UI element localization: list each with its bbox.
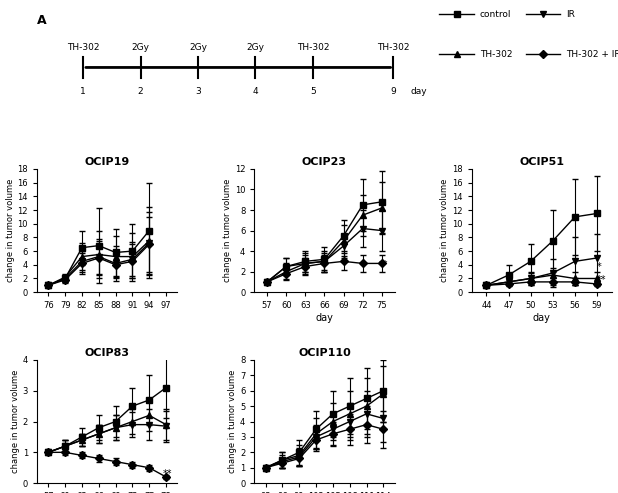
Text: 1: 1 [80,87,86,96]
Text: TH-302: TH-302 [377,42,410,51]
Text: day: day [410,87,427,96]
Title: OCIP23: OCIP23 [302,157,347,167]
Text: TH-302: TH-302 [480,50,512,59]
Text: 2Gy: 2Gy [132,42,150,51]
X-axis label: day: day [316,313,333,323]
Y-axis label: change in tumor volume: change in tumor volume [223,179,232,282]
Text: TH-302 + IR: TH-302 + IR [566,50,618,59]
Text: **: ** [379,260,388,270]
Y-axis label: change in tumor volume: change in tumor volume [228,370,237,473]
Text: 9: 9 [391,87,396,96]
Text: 4: 4 [253,87,258,96]
X-axis label: day: day [533,313,551,323]
Y-axis label: change in tumor volume: change in tumor volume [6,179,15,282]
Text: IR: IR [566,10,575,19]
Title: OCIP110: OCIP110 [298,348,351,358]
Y-axis label: change in tumor volume: change in tumor volume [11,370,20,473]
Text: TH-302: TH-302 [67,42,99,51]
Text: A: A [37,14,47,27]
Text: 2: 2 [138,87,143,96]
Text: 5: 5 [310,87,316,96]
Text: *: * [597,262,602,272]
Y-axis label: change in tumor volume: change in tumor volume [440,179,449,282]
Text: 3: 3 [195,87,201,96]
Text: **: ** [597,275,606,285]
Text: control: control [480,10,511,19]
Text: B: B [37,169,46,182]
Text: 2Gy: 2Gy [189,42,207,51]
Title: OCIP51: OCIP51 [519,157,564,167]
Title: OCIP83: OCIP83 [85,348,130,358]
Text: 2Gy: 2Gy [247,42,265,51]
Title: OCIP19: OCIP19 [85,157,130,167]
Text: **: ** [163,468,173,479]
Text: TH-302: TH-302 [297,42,329,51]
